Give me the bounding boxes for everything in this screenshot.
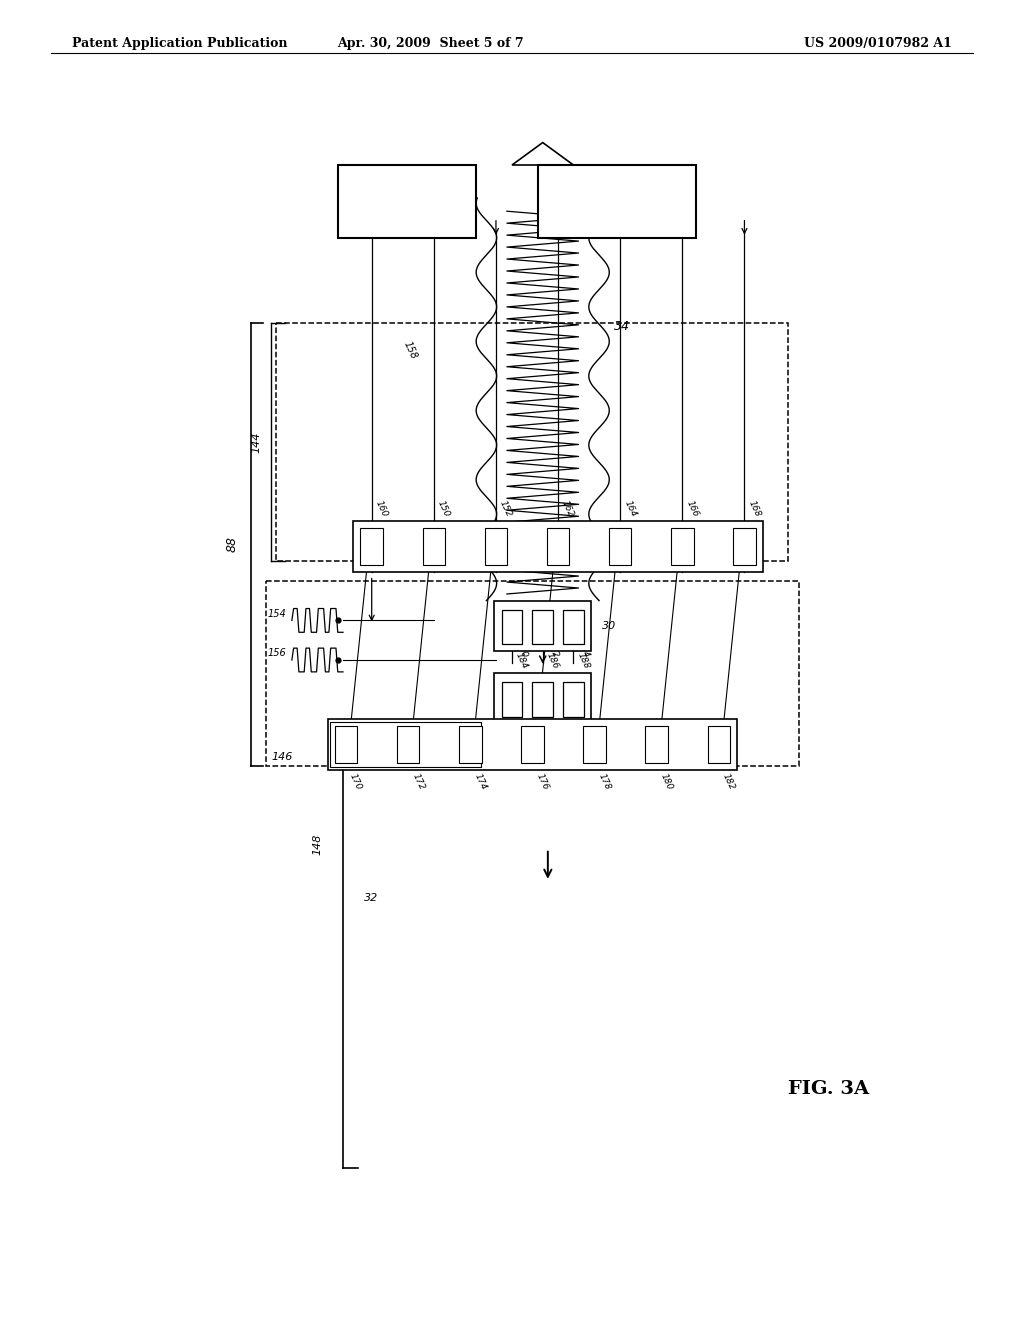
Bar <box>609 528 632 565</box>
Text: a: a <box>510 696 514 704</box>
Bar <box>459 726 481 763</box>
Text: 2: 2 <box>431 543 436 550</box>
Text: 30: 30 <box>602 620 615 631</box>
Text: Apr. 30, 2009  Sheet 5 of 7: Apr. 30, 2009 Sheet 5 of 7 <box>337 37 523 50</box>
Text: 180: 180 <box>658 772 674 792</box>
Text: 32: 32 <box>364 892 378 903</box>
Bar <box>671 528 693 565</box>
Text: a: a <box>510 623 514 631</box>
Text: b: b <box>541 696 545 704</box>
Bar <box>328 719 737 770</box>
Text: 5: 5 <box>592 741 597 748</box>
Bar <box>733 528 756 565</box>
Bar <box>338 165 476 238</box>
Text: 184: 184 <box>514 651 529 671</box>
Text: 192: 192 <box>545 640 560 660</box>
Text: 166: 166 <box>684 499 699 519</box>
Polygon shape <box>512 143 573 165</box>
Text: 1: 1 <box>344 741 348 748</box>
Text: 6: 6 <box>654 741 659 748</box>
Text: Patent Application Publication: Patent Application Publication <box>72 37 287 50</box>
Bar <box>538 165 696 238</box>
Text: 162: 162 <box>560 499 575 519</box>
Text: FIG. 3A: FIG. 3A <box>788 1080 869 1098</box>
Bar <box>645 726 668 763</box>
Text: 1: 1 <box>370 543 374 550</box>
Text: 146: 146 <box>271 751 293 762</box>
Bar <box>502 682 522 717</box>
Text: INSPIRATORY LIMB: INSPIRATORY LIMB <box>572 185 662 194</box>
Bar <box>584 726 606 763</box>
Text: 174: 174 <box>472 772 487 792</box>
Bar <box>547 528 569 565</box>
Bar <box>502 610 522 644</box>
Text: 88: 88 <box>226 536 239 553</box>
Text: 160: 160 <box>374 499 389 519</box>
Bar <box>276 323 788 561</box>
Text: 164: 164 <box>623 499 638 519</box>
Bar <box>484 528 507 565</box>
Text: 158: 158 <box>401 339 419 360</box>
Text: c: c <box>571 696 575 704</box>
Text: US 2009/0107982 A1: US 2009/0107982 A1 <box>805 37 952 50</box>
Bar <box>532 610 553 644</box>
Text: 6: 6 <box>680 543 685 550</box>
Text: 194: 194 <box>575 640 591 660</box>
Bar <box>266 581 799 766</box>
Bar <box>397 726 420 763</box>
Bar <box>335 726 357 763</box>
Text: 34: 34 <box>543 176 557 186</box>
Text: 172: 172 <box>411 772 426 792</box>
Text: 2: 2 <box>406 741 411 748</box>
Text: HEATER ELEMENT: HEATER ELEMENT <box>575 209 658 218</box>
Bar <box>708 726 730 763</box>
Text: 156: 156 <box>268 648 287 659</box>
Text: 3: 3 <box>468 741 473 748</box>
Text: 152: 152 <box>498 499 513 519</box>
Text: 3: 3 <box>494 543 499 550</box>
Text: 4: 4 <box>530 741 535 748</box>
Text: 144: 144 <box>251 432 261 453</box>
Text: 154: 154 <box>268 609 287 619</box>
Bar <box>360 528 383 565</box>
Text: c: c <box>571 623 575 631</box>
Text: 186: 186 <box>545 651 560 671</box>
Bar <box>495 673 592 723</box>
Text: 148: 148 <box>312 834 323 855</box>
Bar <box>423 528 445 565</box>
Text: 188: 188 <box>575 651 591 671</box>
Text: PROCESSOR: PROCESSOR <box>374 197 440 206</box>
Bar <box>563 610 584 644</box>
Text: 5: 5 <box>617 543 623 550</box>
Text: 182: 182 <box>721 772 736 792</box>
Text: 7: 7 <box>717 741 721 748</box>
Text: b: b <box>541 623 545 631</box>
Bar <box>521 726 544 763</box>
Text: 4: 4 <box>556 543 560 550</box>
Bar <box>353 521 763 572</box>
Bar <box>532 682 553 717</box>
Text: 168: 168 <box>746 499 762 519</box>
Text: 82: 82 <box>348 176 362 186</box>
Bar <box>495 601 592 651</box>
Text: 178: 178 <box>597 772 612 792</box>
Text: 7: 7 <box>742 543 746 550</box>
Text: 150: 150 <box>436 499 452 519</box>
Text: 170: 170 <box>348 772 364 792</box>
Text: 176: 176 <box>535 772 550 792</box>
Text: 190: 190 <box>514 640 529 660</box>
Bar <box>563 682 584 717</box>
Text: 34: 34 <box>614 321 631 333</box>
Bar <box>330 722 481 767</box>
